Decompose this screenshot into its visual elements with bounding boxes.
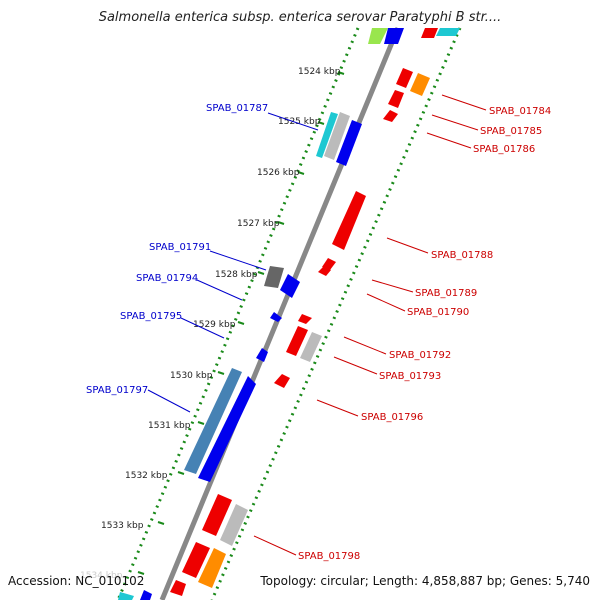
gene-lime-top[interactable] — [368, 28, 388, 44]
scale-label-1527: 1527 kbp — [237, 219, 280, 229]
label-SPAB_01786[interactable]: SPAB_01786 — [473, 144, 535, 155]
label-SPAB_01798[interactable]: SPAB_01798 — [298, 551, 360, 562]
backbone — [159, 27, 401, 600]
label-SPAB_01793[interactable]: SPAB_01793 — [379, 371, 441, 382]
label-SPAB_01787[interactable]: SPAB_01787 — [206, 103, 268, 114]
scale-label-1524: 1524 kbp — [298, 67, 341, 77]
gene-orange-2[interactable] — [198, 548, 226, 588]
scale-label-1530: 1530 kbp — [170, 371, 213, 381]
gene-SPAB_01795[interactable] — [270, 312, 282, 322]
label-SPAB_01789[interactable]: SPAB_01789 — [415, 288, 477, 299]
label-SPAB_01785[interactable]: SPAB_01785 — [480, 126, 542, 137]
gene-gray-1533[interactable] — [220, 504, 248, 546]
rna-bottom[interactable] — [118, 592, 134, 600]
gene-SPAB_01784[interactable] — [396, 68, 413, 88]
label-SPAB_01790[interactable]: SPAB_01790 — [407, 307, 469, 318]
gene-SPAB_01790[interactable] — [318, 266, 331, 276]
gene-forward-bottom[interactable] — [140, 590, 152, 600]
scale-label-1525: 1525 kbp — [278, 117, 321, 127]
gene-SPAB_01798[interactable] — [202, 494, 232, 536]
reverse-gene-labels: SPAB_01784 SPAB_01785 SPAB_01786 SPAB_01… — [253, 94, 551, 562]
gene-forward-top[interactable] — [384, 28, 404, 44]
label-SPAB_01791[interactable]: SPAB_01791 — [149, 242, 211, 253]
gene-SPAB_01796[interactable] — [274, 374, 290, 388]
gene-reverse-1534[interactable] — [182, 542, 210, 578]
gene-reverse-bottom[interactable] — [170, 580, 186, 596]
scale-label-1529: 1529 kbp — [193, 320, 236, 330]
label-SPAB_01792[interactable]: SPAB_01792 — [389, 350, 451, 361]
gene-SPAB_01785[interactable] — [388, 90, 404, 108]
label-SPAB_01784[interactable]: SPAB_01784 — [489, 106, 551, 117]
gene-SPAB_01797[interactable] — [184, 368, 242, 474]
gene-small-reverse[interactable] — [298, 314, 312, 324]
outer-dotted-ring — [210, 27, 462, 600]
scale-label-1532: 1532 kbp — [125, 471, 168, 481]
scale-label-1526: 1526 kbp — [257, 168, 300, 178]
label-SPAB_01797[interactable]: SPAB_01797 — [86, 385, 148, 396]
label-SPAB_01795[interactable]: SPAB_01795 — [120, 311, 182, 322]
gene-gray-1525[interactable] — [324, 112, 350, 160]
label-SPAB_01796[interactable]: SPAB_01796 — [361, 412, 423, 423]
accession-text: Accession: NC_010102 — [8, 574, 145, 588]
gene-small-forward[interactable] — [256, 348, 268, 362]
gene-SPAB_01791[interactable] — [264, 266, 284, 288]
gene-SPAB_01787[interactable] — [336, 120, 362, 166]
scale-label-1531: 1531 kbp — [148, 421, 191, 431]
scale-label-1528: 1528 kbp — [215, 270, 258, 280]
forward-gene-labels: SPAB_01787 SPAB_01791 SPAB_01794 SPAB_01… — [86, 103, 319, 413]
label-SPAB_01788[interactable]: SPAB_01788 — [431, 250, 493, 261]
label-SPAB_01794[interactable]: SPAB_01794 — [136, 273, 198, 284]
gene-SPAB_01788[interactable] — [332, 191, 366, 250]
gene-orange-1[interactable] — [410, 73, 430, 96]
scale-label-1534: 1534 kbp — [80, 571, 123, 581]
scale-ticks — [137, 71, 345, 575]
gene-forward-large[interactable] — [198, 376, 256, 482]
scale-label-1533: 1533 kbp — [101, 521, 144, 531]
rna-1525[interactable] — [316, 112, 338, 158]
gene-reverse-top-1[interactable] — [421, 28, 438, 38]
map-title: Salmonella enterica subsp. enterica sero… — [98, 10, 502, 25]
gene-SPAB_01794[interactable] — [280, 274, 300, 298]
rna-top[interactable] — [436, 28, 460, 36]
gene-SPAB_01792[interactable] — [286, 326, 308, 356]
summary-text: Topology: circular; Length: 4,858,887 bp… — [260, 574, 590, 588]
gene-SPAB_01786[interactable] — [383, 110, 398, 122]
gene-SPAB_01793[interactable] — [300, 332, 322, 362]
